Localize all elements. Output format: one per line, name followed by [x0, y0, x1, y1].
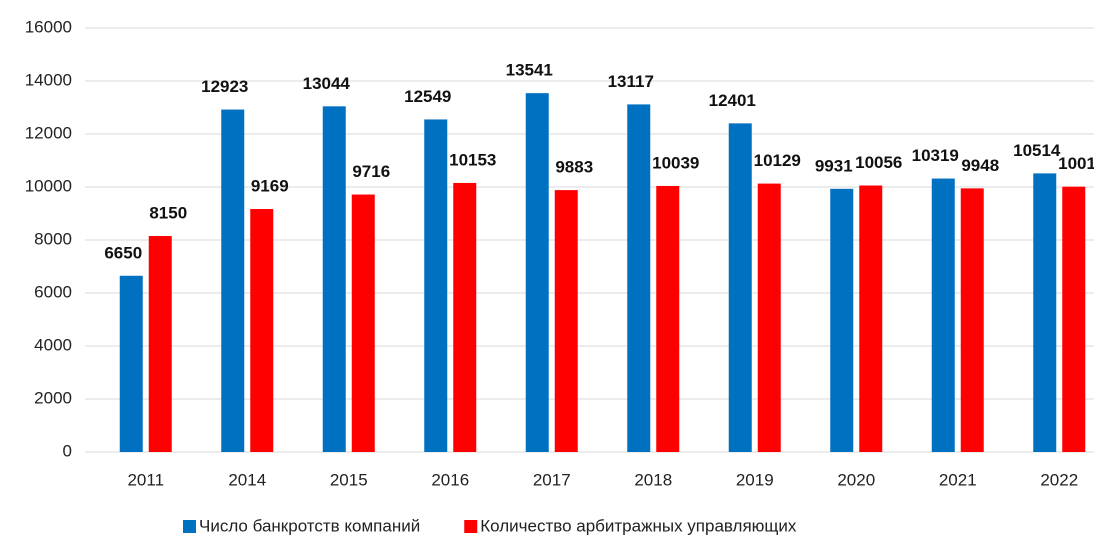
y-tick-label: 16000 [25, 17, 72, 36]
bar [627, 104, 651, 452]
bar [250, 209, 274, 452]
data-label: 12549 [404, 87, 451, 106]
x-tick-label: 2014 [228, 470, 266, 489]
x-tick-label: 2011 [127, 470, 164, 489]
y-tick-label: 6000 [34, 282, 72, 301]
legend-swatch [183, 520, 196, 533]
y-tick-label: 10000 [25, 176, 72, 195]
data-label: 9931 [815, 156, 853, 175]
legend-swatch [464, 520, 478, 533]
bar [119, 275, 143, 452]
bar [1062, 186, 1086, 452]
y-tick-label: 4000 [34, 335, 72, 354]
bar [554, 190, 578, 452]
y-tick-label: 2000 [34, 388, 72, 407]
x-tick-label: 2018 [634, 470, 672, 489]
data-label: 12923 [201, 77, 248, 96]
bar [656, 185, 680, 453]
x-tick-label: 2020 [837, 470, 875, 489]
bar [148, 236, 172, 452]
bar [351, 194, 375, 452]
bar [830, 188, 854, 453]
bar [525, 93, 549, 452]
data-label: 10153 [449, 150, 496, 169]
data-label: 13117 [608, 72, 654, 91]
legend-label: Число банкротств компаний [199, 516, 420, 535]
bar [757, 183, 781, 453]
data-label: 9169 [251, 177, 289, 196]
data-label: 10039 [652, 153, 699, 172]
y-tick-label: 0 [63, 441, 72, 460]
x-tick-label: 2021 [939, 470, 977, 489]
data-label: 9883 [555, 158, 593, 177]
bar [728, 123, 752, 452]
x-tick-label: 2016 [431, 470, 469, 489]
bar [1033, 173, 1057, 452]
bar [221, 109, 245, 452]
data-label: 10012 [1058, 154, 1094, 173]
x-tick-label: 2019 [736, 470, 774, 489]
data-label: 10129 [754, 151, 801, 170]
data-label: 9716 [352, 162, 390, 181]
x-tick-label: 2015 [330, 470, 368, 489]
data-label: 6650 [104, 243, 142, 262]
data-label: 12401 [709, 91, 756, 110]
data-label: 10056 [855, 153, 902, 172]
bar [453, 182, 477, 452]
data-label: 13541 [506, 61, 553, 80]
bar [322, 106, 346, 453]
data-label: 8150 [149, 204, 187, 223]
bar [931, 178, 955, 452]
y-tick-label: 12000 [25, 123, 72, 142]
data-label: 9948 [961, 156, 999, 175]
data-label: 10319 [912, 146, 959, 165]
data-label: 13044 [303, 74, 351, 93]
bar [424, 119, 448, 452]
data-label: 10514 [1013, 141, 1061, 160]
bar [960, 188, 984, 453]
x-tick-label: 2022 [1040, 470, 1078, 489]
bar [859, 185, 883, 453]
y-tick-label: 14000 [25, 70, 72, 89]
legend-label: Количество арбитражных управляющих [480, 516, 797, 535]
x-tick-label: 2017 [533, 470, 571, 489]
y-tick-label: 8000 [34, 229, 72, 248]
